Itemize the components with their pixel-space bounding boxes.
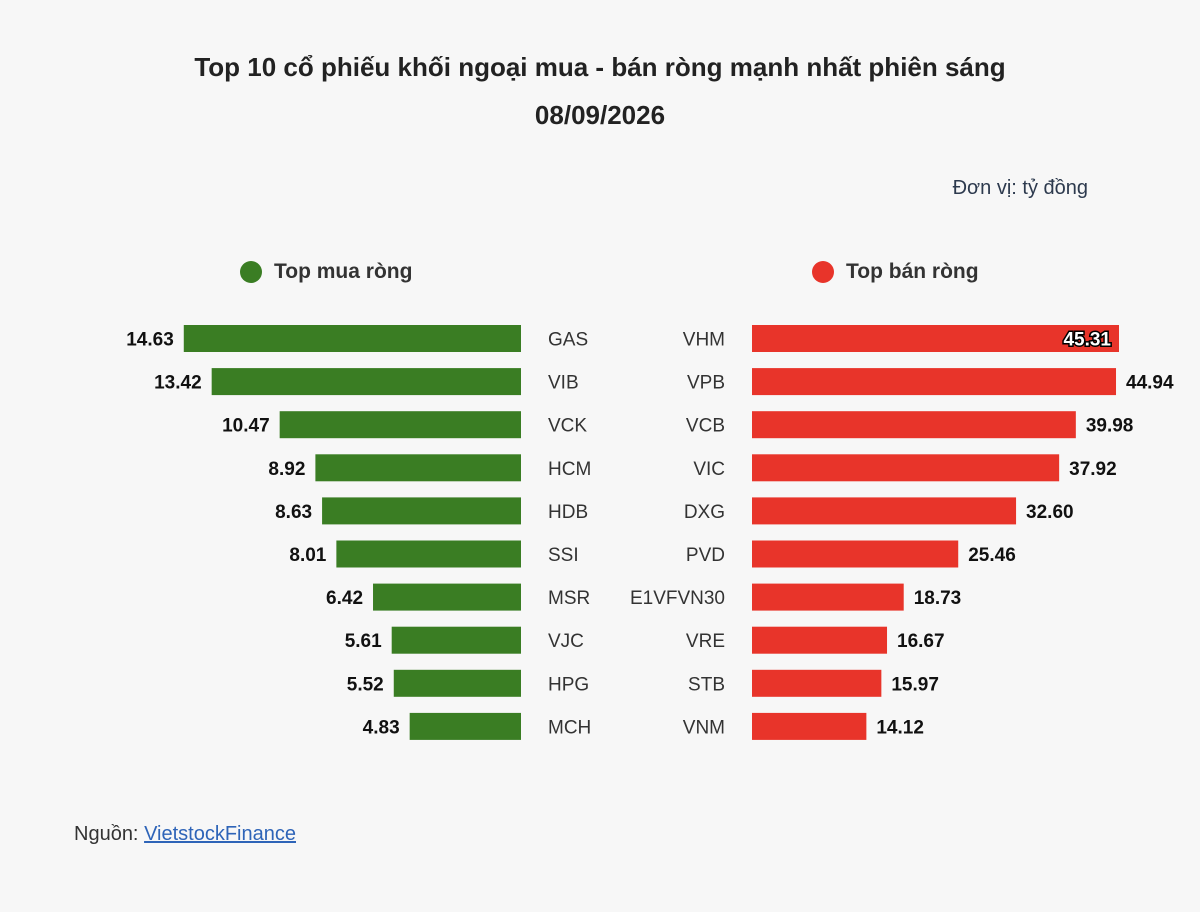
- sell-bar: [752, 540, 959, 568]
- buy-bar: [409, 712, 521, 740]
- buy-value-label: 8.01: [289, 545, 326, 566]
- legend-buy: Top mua ròng: [240, 260, 412, 284]
- sell-ticker-label: DXG: [684, 502, 725, 523]
- buy-value-label: 6.42: [326, 588, 363, 609]
- legend-sell: Top bán ròng: [812, 260, 979, 284]
- buy-bar: [183, 325, 521, 352]
- sell-bar: [752, 325, 1119, 352]
- buy-ticker-label: VCK: [548, 416, 587, 437]
- sell-value-label: 32.60: [1026, 502, 1074, 523]
- sell-ticker-label: STB: [688, 674, 725, 695]
- buy-ticker-label: VIB: [548, 373, 579, 394]
- buy-ticker-label: MCH: [548, 717, 591, 738]
- sell-bar: [752, 368, 1117, 396]
- unit-label: Đơn vị: tỷ đồng: [952, 177, 1088, 199]
- buy-bar: [391, 626, 521, 654]
- buy-value-label: 8.92: [268, 459, 305, 480]
- buy-ticker-label: MSR: [548, 588, 590, 609]
- buy-value-label: 13.42: [154, 373, 202, 394]
- sell-ticker-label: E1VFVN30: [630, 588, 725, 609]
- buy-ticker-label: HCM: [548, 459, 591, 480]
- buy-ticker-label: GAS: [548, 330, 588, 351]
- legend-buy-dot-icon: [240, 261, 262, 283]
- sell-ticker-label: VRE: [686, 631, 725, 652]
- sell-ticker-label: VHM: [683, 330, 725, 351]
- buy-value-label: 5.61: [345, 631, 382, 652]
- buy-ticker-label: HPG: [548, 674, 589, 695]
- buy-ticker-label: HDB: [548, 502, 588, 523]
- sell-bar: [752, 626, 888, 654]
- sell-value-label: 14.12: [876, 717, 924, 738]
- sell-bar: [752, 497, 1017, 525]
- sell-value-label: 39.98: [1086, 416, 1134, 437]
- buy-value-label: 4.83: [363, 717, 400, 738]
- source-prefix: Nguồn:: [74, 823, 145, 845]
- buy-bar: [393, 669, 521, 697]
- sell-bar: [752, 669, 882, 697]
- buy-value-label: 5.52: [347, 674, 384, 695]
- sell-value-label: 45.31: [1063, 330, 1111, 351]
- buy-bar: [279, 411, 521, 439]
- buy-bar: [211, 368, 521, 396]
- buy-bar: [373, 583, 521, 611]
- sell-bar: [752, 712, 867, 740]
- sell-value-label: 15.97: [891, 674, 939, 695]
- source-link[interactable]: VietstockFinance: [144, 823, 296, 845]
- buy-value-label: 14.63: [126, 330, 174, 351]
- buy-value-label: 8.63: [275, 502, 312, 523]
- sell-ticker-label: VCB: [686, 416, 725, 437]
- sell-value-label: 44.94: [1126, 373, 1174, 394]
- sell-bar: [752, 583, 904, 611]
- sell-ticker-label: PVD: [686, 545, 725, 566]
- buy-value-label: 10.47: [222, 416, 270, 437]
- sell-value-label: 25.46: [968, 545, 1016, 566]
- source-note: Nguồn: VietstockFinance: [74, 823, 296, 846]
- buy-bar: [336, 540, 521, 568]
- buy-ticker-label: VJC: [548, 631, 584, 652]
- buy-bar: [322, 497, 521, 525]
- sell-bar: [752, 454, 1060, 482]
- sell-bar: [752, 411, 1076, 439]
- sell-ticker-label: VPB: [687, 373, 725, 394]
- sell-ticker-label: VNM: [683, 717, 725, 738]
- buy-ticker-label: SSI: [548, 545, 579, 566]
- legend-buy-label: Top mua ròng: [274, 260, 413, 283]
- legend-sell-dot-icon: [812, 261, 834, 283]
- sell-value-label: 37.92: [1069, 459, 1117, 480]
- legend-sell-label: Top bán ròng: [846, 260, 979, 283]
- sell-value-label: 16.67: [897, 631, 945, 652]
- sell-value-label: 18.73: [914, 588, 962, 609]
- buy-bar: [315, 454, 521, 482]
- chart-title: Top 10 cổ phiếu khối ngoại mua - bán ròn…: [194, 52, 1006, 82]
- chart-subtitle-date: 08/09/2026: [534, 100, 666, 130]
- sell-ticker-label: VIC: [693, 459, 725, 480]
